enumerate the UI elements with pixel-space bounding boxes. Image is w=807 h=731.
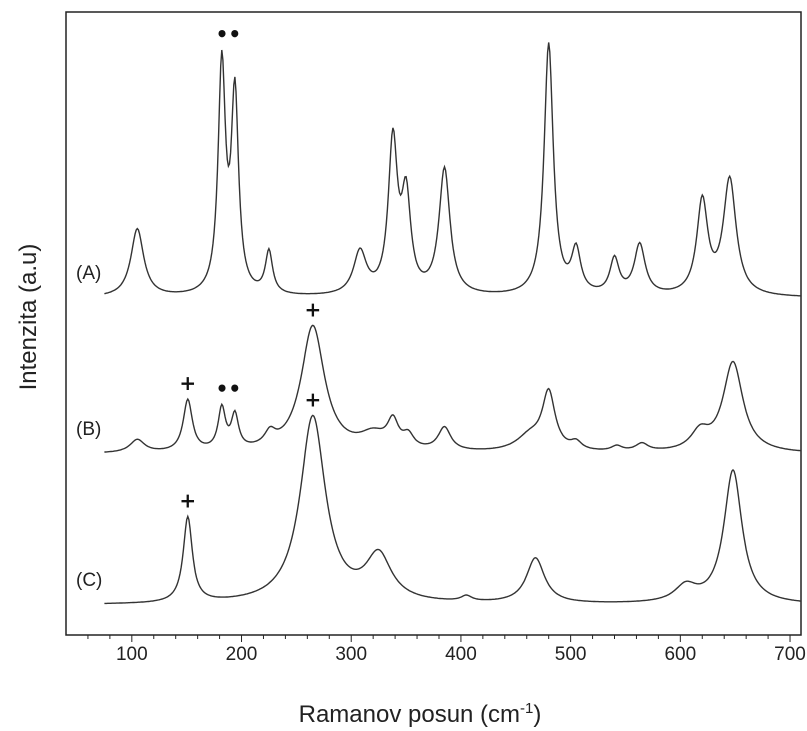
plot-frame [65,11,802,636]
y-axis-title: Intenzita (a.u) [15,244,42,391]
plus-marker: + [179,371,196,395]
x-axis-title: Ramanov posun (cm-1) [299,700,542,728]
spectrum-line-c [104,414,802,605]
trace-labels: (A) (B) (C) [76,263,102,591]
plus-marker: + [304,297,321,321]
trace-label-b: (B) [76,419,101,440]
dot-marker: •• [216,22,242,46]
spectrum-line-b [104,324,802,453]
trace-label-c: (C) [76,570,102,591]
spectrum-line-a [104,42,802,297]
spectra-traces [104,42,802,605]
x-tick-label: 700 [774,644,806,665]
dot-marker: •• [216,376,242,400]
x-tick-label: 600 [664,644,696,665]
x-axis-ticks [87,635,791,642]
x-tick-label: 300 [335,644,367,665]
peak-markers: •• + •• + + + [179,22,321,512]
trace-label-a: (A) [76,263,101,284]
x-axis-tick-labels: 100 200 300 400 500 600 700 [116,644,806,665]
x-tick-label: 500 [555,644,587,665]
plus-marker: + [304,387,321,411]
x-tick-label: 400 [445,644,477,665]
plus-marker: + [179,488,196,512]
x-tick-label: 100 [116,644,148,665]
x-tick-label: 200 [226,644,258,665]
